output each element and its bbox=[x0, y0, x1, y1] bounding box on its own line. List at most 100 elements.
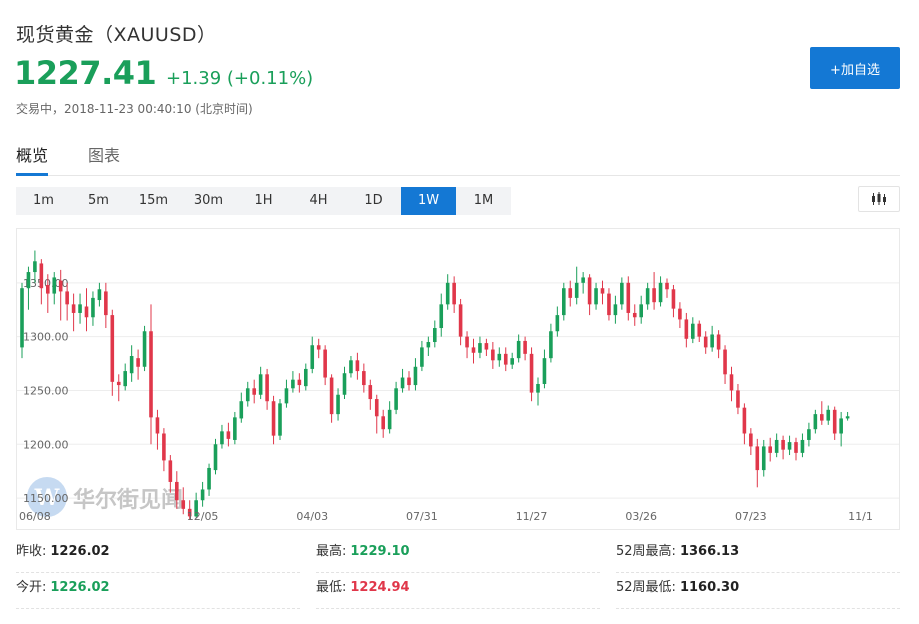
candle-body bbox=[800, 439, 805, 453]
candle bbox=[594, 282, 598, 310]
candle bbox=[845, 411, 850, 421]
watermark-logo bbox=[27, 477, 67, 517]
candle bbox=[562, 282, 566, 321]
candle bbox=[826, 405, 831, 425]
period-1d[interactable]: 1D bbox=[364, 193, 383, 208]
candle bbox=[723, 345, 727, 384]
stat-52w-low: 52周最低: 1160.30 bbox=[616, 576, 900, 609]
candle bbox=[503, 347, 508, 372]
candle-body bbox=[568, 288, 573, 298]
candle bbox=[458, 298, 463, 346]
candle-body bbox=[703, 336, 708, 348]
stat-value: 1224.94 bbox=[350, 580, 410, 595]
stat-label: 52周最高: bbox=[616, 544, 676, 559]
period-5m[interactable]: 5m bbox=[88, 193, 109, 208]
candle-body bbox=[729, 374, 734, 391]
candle-body bbox=[394, 388, 398, 410]
period-1w[interactable]: 1W bbox=[401, 187, 456, 215]
period-selector: 1m 5m 15m 30m 1H 4H 1D 1W 1M bbox=[16, 187, 511, 215]
price-chart[interactable]: W 华尔街见闻 1350.00 1300.00 1250.00 1200.00 1150… bbox=[16, 228, 900, 530]
candle bbox=[181, 487, 186, 515]
candle-body bbox=[323, 349, 327, 378]
candle bbox=[684, 312, 689, 348]
candle-body bbox=[761, 446, 766, 471]
tab-chart[interactable]: 图表 bbox=[88, 146, 121, 165]
candle bbox=[742, 403, 747, 445]
candle bbox=[129, 345, 134, 382]
x-tick-label: 04/03 bbox=[296, 510, 328, 523]
candle-body bbox=[426, 342, 431, 348]
candle bbox=[652, 272, 656, 310]
candle-body bbox=[58, 280, 63, 292]
candle-body bbox=[697, 323, 702, 337]
period-1h[interactable]: 1H bbox=[254, 193, 273, 208]
candle bbox=[800, 433, 805, 458]
period-1m[interactable]: 1m bbox=[33, 193, 54, 208]
candle bbox=[323, 345, 327, 386]
candle bbox=[736, 383, 740, 415]
candle bbox=[142, 325, 147, 372]
candle-body bbox=[46, 284, 50, 294]
candle-body bbox=[600, 288, 605, 294]
candle bbox=[381, 409, 385, 438]
candle bbox=[162, 428, 166, 472]
candles bbox=[20, 250, 850, 520]
tab-overview[interactable]: 概览 bbox=[16, 142, 49, 176]
candle-body bbox=[78, 304, 82, 313]
stat-prev-close: 昨收: 1226.02 bbox=[16, 540, 300, 573]
stat-label: 昨收: bbox=[16, 544, 47, 559]
candle bbox=[310, 336, 315, 374]
candle-body bbox=[574, 282, 579, 298]
period-30m[interactable]: 30m bbox=[193, 193, 224, 208]
candle-body bbox=[736, 390, 740, 408]
candle-body bbox=[187, 508, 192, 517]
period-15m[interactable]: 15m bbox=[138, 193, 169, 208]
candle bbox=[233, 411, 237, 445]
x-tick-label: 07/23 bbox=[735, 510, 767, 523]
stat-value: 1226.02 bbox=[50, 580, 110, 595]
candle-body bbox=[594, 288, 598, 305]
candle bbox=[239, 392, 244, 423]
period-1mo[interactable]: 1M bbox=[473, 193, 494, 208]
candle bbox=[536, 377, 540, 406]
x-tick-label: 07/31 bbox=[406, 510, 438, 523]
candle-body bbox=[265, 374, 269, 402]
candle-body bbox=[149, 331, 153, 418]
page-title: 现货黄金（XAUUSD） bbox=[16, 24, 217, 46]
candle-body bbox=[632, 312, 637, 318]
candle-body bbox=[368, 385, 373, 400]
candle-body bbox=[536, 383, 540, 393]
stat-value: 1160.30 bbox=[679, 580, 740, 595]
candle-body bbox=[168, 460, 173, 482]
candle-body bbox=[374, 399, 379, 417]
candle bbox=[20, 282, 24, 359]
candle bbox=[168, 455, 173, 493]
candle bbox=[278, 399, 282, 440]
candle-body bbox=[181, 500, 186, 509]
candle bbox=[781, 435, 785, 460]
candle-body bbox=[787, 442, 792, 450]
candle bbox=[761, 439, 766, 477]
candle-body bbox=[336, 394, 340, 415]
candle-body bbox=[420, 347, 424, 367]
candle bbox=[200, 481, 205, 507]
candle bbox=[46, 274, 50, 313]
candle bbox=[116, 374, 121, 402]
candle-body bbox=[91, 297, 95, 318]
period-4h[interactable]: 4H bbox=[309, 193, 328, 208]
add-to-watchlist-button[interactable]: +加自选 bbox=[810, 47, 900, 89]
candle bbox=[691, 317, 695, 344]
candle-body bbox=[355, 360, 360, 372]
candle bbox=[613, 295, 618, 324]
chart-type-toggle-button[interactable] bbox=[858, 186, 900, 212]
candlestick-chart: W 华尔街见闻 1350.00 1300.00 1250.00 1200.00 1150… bbox=[17, 250, 899, 523]
candle-body bbox=[794, 442, 798, 453]
candle bbox=[755, 438, 760, 488]
candle bbox=[97, 282, 102, 307]
candle-body bbox=[510, 358, 514, 365]
candle bbox=[65, 282, 69, 321]
candle bbox=[252, 379, 256, 404]
candle bbox=[149, 304, 153, 445]
candle-body bbox=[271, 401, 276, 436]
candle bbox=[226, 422, 231, 447]
